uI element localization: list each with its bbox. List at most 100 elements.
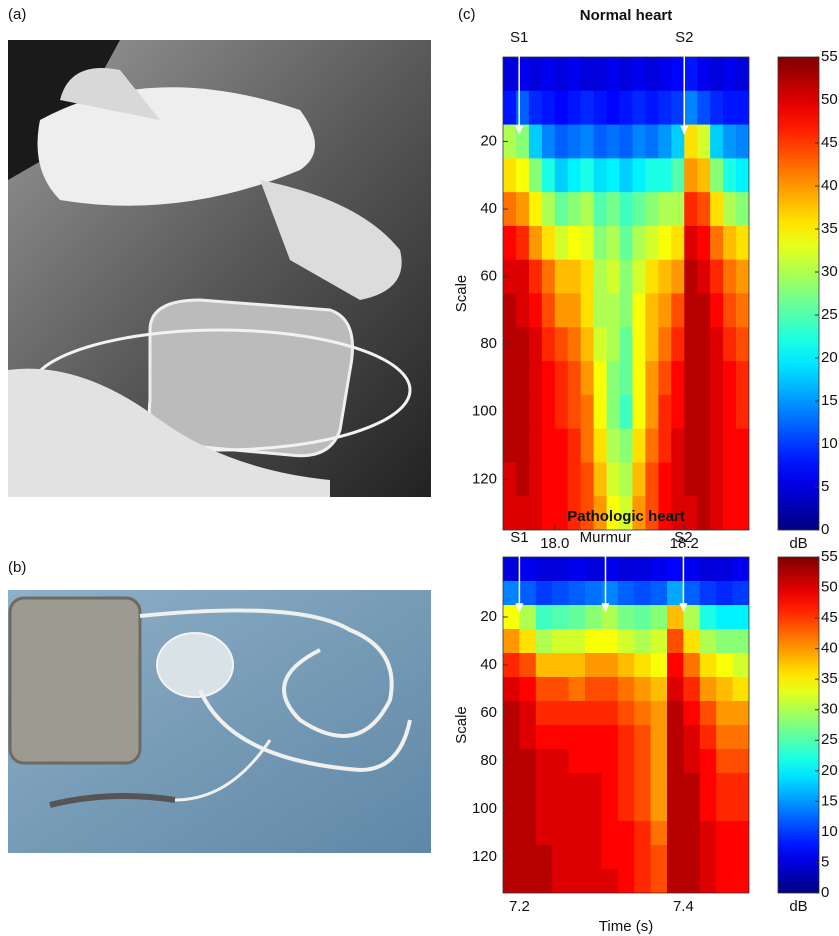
heatmap-cell [716, 581, 733, 606]
heatmap-cell [634, 629, 651, 654]
heatmap-cell [552, 557, 569, 582]
heatmap-cell [620, 125, 633, 159]
heatmap-cell [536, 557, 553, 582]
heatmap-cell [555, 226, 568, 260]
colorbar-tick-label: 40 [821, 177, 838, 194]
heatmap-cell [519, 749, 536, 774]
heatmap-cell [516, 327, 529, 361]
heatmap-cell [601, 557, 618, 582]
colorbar-tick-label: 25 [821, 731, 838, 748]
heatmap-cell [710, 327, 723, 361]
heatmap-cell [632, 226, 645, 260]
heatmap-cell [733, 773, 750, 798]
heatmap-cell [733, 845, 750, 870]
heatmap-cell [697, 57, 710, 91]
y-tick-label: 100 [472, 800, 497, 817]
heatmap-cell [607, 429, 620, 463]
heatmap-cell [581, 260, 594, 294]
photo-a [8, 40, 431, 497]
colorbar-tick-label: 30 [821, 263, 838, 280]
x-axis-label: Time (s) [599, 918, 653, 935]
heatmap-cell [555, 158, 568, 192]
heatmap-cell [581, 462, 594, 496]
heatmap-cell [519, 821, 536, 846]
heatmap-cell [723, 260, 736, 294]
heatmap-cell [555, 429, 568, 463]
panel-label: (c) [458, 6, 476, 23]
heatmap [503, 57, 750, 531]
heatmap-cell [542, 327, 555, 361]
heatmap-cell [667, 725, 684, 750]
heatmap-cell [542, 395, 555, 429]
y-tick-label: 60 [480, 268, 497, 285]
heatmap-cell [651, 821, 668, 846]
heatmap-cell [684, 395, 697, 429]
heatmap-cell [684, 260, 697, 294]
heatmap-cell [607, 158, 620, 192]
heatmap-cell [667, 845, 684, 870]
heatmap-cell [529, 226, 542, 260]
heatmap-cell [552, 629, 569, 654]
heatmap-cell [620, 462, 633, 496]
heatmap-cell [519, 677, 536, 702]
heatmap-cell [568, 429, 581, 463]
heatmap-cell [697, 361, 710, 395]
heatmap-cell [710, 496, 723, 530]
heatmap-cell [516, 158, 529, 192]
heatmap-cell [542, 57, 555, 91]
heatmap-cell [683, 677, 700, 702]
heatmap-cell [667, 773, 684, 798]
heatmap-cell [594, 294, 607, 328]
figure: (a) (b) (c) 2040608010012018.018.2Time (… [0, 0, 839, 936]
colorbar-tick-label: 0 [821, 884, 829, 901]
heatmap-cell [581, 192, 594, 226]
heatmap-cell [700, 701, 717, 726]
heatmap-cell [684, 462, 697, 496]
heatmap-cell [607, 91, 620, 125]
heatmap-cell [542, 294, 555, 328]
heatmap-cell [651, 677, 668, 702]
heatmap-cell [684, 226, 697, 260]
heatmap-cell [620, 91, 633, 125]
heatmap-cell [503, 581, 520, 606]
heatmap-cell [667, 581, 684, 606]
heatmap-cell [645, 125, 658, 159]
heatmap-cell [516, 91, 529, 125]
heatmap-cell [723, 125, 736, 159]
heatmap-cell [710, 91, 723, 125]
heatmap-cell [645, 91, 658, 125]
heatmap-cell [667, 797, 684, 822]
heatmap-cell [697, 226, 710, 260]
heatmap-cell [569, 605, 586, 630]
heatmap-cell [569, 797, 586, 822]
heatmap-cell [607, 125, 620, 159]
heatmap-cell [733, 797, 750, 822]
heatmap-cell [529, 294, 542, 328]
heatmap-cell [620, 429, 633, 463]
heatmap-cell [594, 361, 607, 395]
heatmap [503, 557, 750, 894]
heatmap-cell [569, 845, 586, 870]
heatmap-cell [568, 57, 581, 91]
heatmap-cell [618, 629, 635, 654]
heatmap-cell [555, 294, 568, 328]
heatmap-cell [620, 57, 633, 91]
heatmap-cell [658, 294, 671, 328]
heatmap-cell [503, 629, 520, 654]
heatmap-cell [585, 629, 602, 654]
heatmap-cell [632, 192, 645, 226]
heatmap-cell [634, 581, 651, 606]
heatmap-cell [581, 57, 594, 91]
heatmap-cell [503, 869, 520, 894]
heatmap-cell [651, 557, 668, 582]
heatmap-cell [568, 395, 581, 429]
heatmap-cell [723, 192, 736, 226]
heatmap-cell [585, 725, 602, 750]
heatmap-cell [607, 327, 620, 361]
heatmap-cell [632, 429, 645, 463]
heatmap-cell [634, 845, 651, 870]
heatmap-cell [651, 605, 668, 630]
heatmap-cell [671, 91, 684, 125]
heatmap-cell [651, 701, 668, 726]
colorbar-tick-label: 0 [821, 521, 829, 538]
